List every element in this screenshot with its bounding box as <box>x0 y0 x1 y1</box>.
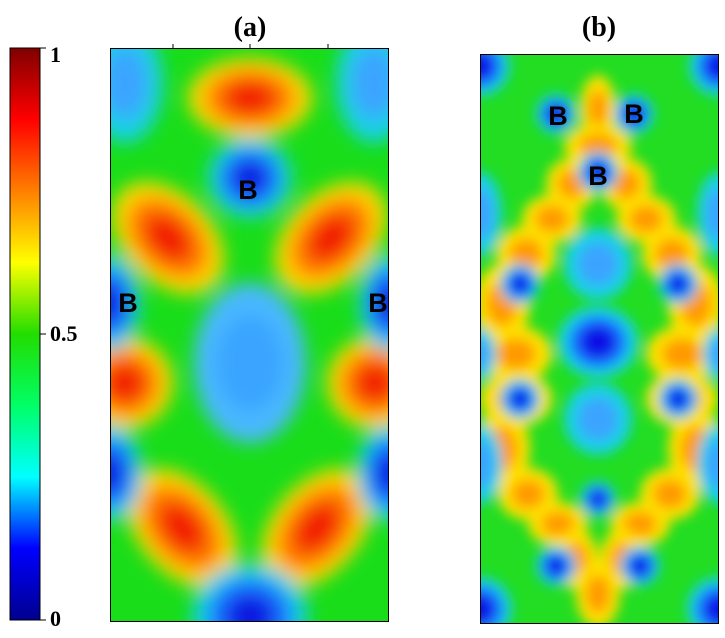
density-peak <box>110 363 146 403</box>
colorbar-tick-label: 1 <box>50 42 61 67</box>
density-ridge <box>623 511 657 537</box>
density-peak <box>307 214 355 262</box>
density-ridge <box>662 338 702 370</box>
panel-title: (b) <box>582 12 616 43</box>
density-ridge <box>585 575 611 613</box>
density-minimum <box>631 557 649 575</box>
heatmap-a <box>110 48 389 622</box>
density-peak <box>293 503 341 553</box>
density-ridge <box>653 479 687 509</box>
density-minimum <box>110 282 123 324</box>
density-minimum <box>480 188 494 240</box>
density-minimum <box>480 594 495 624</box>
atom-marker-b: B <box>118 288 138 318</box>
density-minimum <box>232 161 268 195</box>
density-peak <box>354 363 389 403</box>
density-minimum <box>216 315 284 411</box>
density-minimum <box>669 390 687 408</box>
atom-marker-b: B <box>238 175 258 205</box>
density-minimum <box>480 338 490 370</box>
atom-marker-b: B <box>368 288 388 318</box>
density-peak <box>158 503 206 553</box>
colorbar-tick-label: 0 <box>50 606 61 631</box>
density-ridge <box>655 238 689 270</box>
atom-marker-b: B <box>624 99 644 129</box>
colorbar: 1 0.5 0 <box>9 42 78 631</box>
panel-a: (a) B B B <box>110 12 389 622</box>
panel-title: (a) <box>234 12 267 43</box>
density-minimum <box>511 275 529 293</box>
density-minimum <box>547 105 565 123</box>
density-ridge <box>588 90 608 128</box>
density-ridge <box>509 238 543 270</box>
density-minimum <box>480 54 494 80</box>
density-minimum <box>705 54 719 80</box>
atom-marker-b: B <box>588 161 608 191</box>
density-minimum <box>589 490 607 508</box>
density-ridge <box>496 338 536 370</box>
colorbar-tick-label: 0.5 <box>50 321 78 346</box>
density-minimum <box>110 48 148 119</box>
density-minimum <box>625 105 643 123</box>
density-minimum <box>589 163 607 181</box>
density-ridge <box>629 205 663 233</box>
density-ridge <box>511 479 545 509</box>
density-peak <box>144 214 192 262</box>
density-minimum <box>376 282 389 324</box>
density-minimum <box>351 48 389 119</box>
density-minimum <box>580 325 616 359</box>
density-minimum <box>705 440 719 488</box>
density-ridge <box>541 511 575 537</box>
density-minimum <box>225 594 275 622</box>
density-minimum <box>110 452 124 494</box>
density-minimum <box>375 452 389 494</box>
density-minimum <box>577 242 619 286</box>
density-minimum <box>705 188 719 240</box>
density-minimum <box>511 390 529 408</box>
density-minimum <box>480 440 494 488</box>
density-ridge <box>535 205 569 233</box>
density-minimum <box>669 275 687 293</box>
panel-b: (b) B B B <box>480 12 719 624</box>
density-minimum <box>704 594 719 624</box>
atom-marker-b: B <box>548 101 568 131</box>
density-ridge <box>579 133 617 159</box>
heatmap-b <box>480 54 719 624</box>
density-minimum <box>709 338 719 370</box>
density-ridge <box>611 169 641 199</box>
density-minimum <box>547 557 565 575</box>
density-peak <box>223 81 277 115</box>
colorbar-gradient <box>9 47 41 621</box>
density-minimum <box>577 397 619 441</box>
